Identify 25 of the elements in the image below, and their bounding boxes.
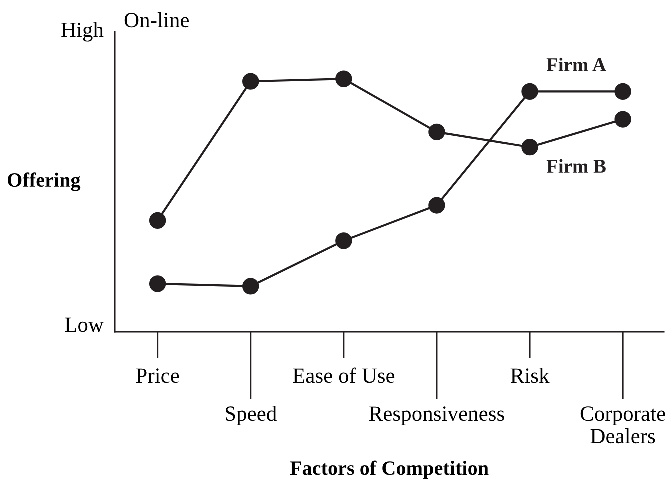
x-tick-label: Price xyxy=(136,368,180,384)
chart-title: On-line xyxy=(124,12,190,28)
point xyxy=(428,124,446,140)
point xyxy=(336,70,352,88)
text: Low xyxy=(65,318,104,332)
point xyxy=(242,278,260,295)
point xyxy=(242,73,260,90)
x-tick-label: Responsiveness xyxy=(369,406,504,426)
series-label: Firm A xyxy=(546,58,606,72)
point xyxy=(149,212,166,230)
point xyxy=(428,197,446,214)
point xyxy=(614,111,632,128)
x-tick-label: Risk xyxy=(510,368,550,384)
x-tick-label: Corporate Dealers xyxy=(580,406,666,444)
point xyxy=(522,83,538,100)
point xyxy=(149,276,166,292)
y-axis-title: Offering xyxy=(8,172,81,192)
point xyxy=(522,139,538,156)
x-axis-title: Factors of Competition xyxy=(290,460,489,480)
series-label: Firm B xyxy=(546,159,606,173)
x-tick-label: Ease of Use xyxy=(293,368,395,384)
point xyxy=(336,232,352,250)
point xyxy=(614,83,632,100)
text: High xyxy=(62,22,104,42)
x-tick-label: Speed xyxy=(226,406,277,426)
